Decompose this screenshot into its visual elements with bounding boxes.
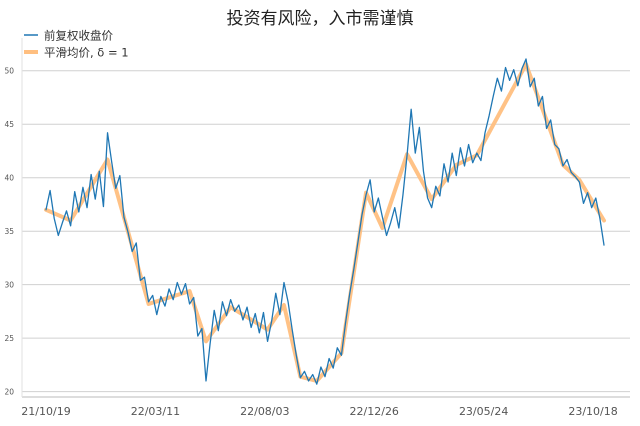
y-tick-label: 40 <box>4 174 14 183</box>
x-tick-label: 22/08/03 <box>240 405 289 418</box>
series-line-close-price <box>45 58 605 385</box>
x-tick-label: 22/12/26 <box>350 405 399 418</box>
y-tick-label: 25 <box>4 334 14 343</box>
x-tick-label: 22/03/11 <box>131 405 180 418</box>
series-layer <box>44 58 606 385</box>
legend: 前复权收盘价 平滑均价, δ = 1 <box>24 29 129 60</box>
y-tick-label: 35 <box>4 227 14 236</box>
legend-label-smoothed: 平滑均价, δ = 1 <box>44 46 129 60</box>
y-tick-label: 30 <box>4 281 14 290</box>
x-tick-label: 21/10/19 <box>21 405 70 418</box>
grid-lines: 20 25 30 35 40 45 50 <box>4 67 630 397</box>
x-tick-label: 23/10/18 <box>568 405 617 418</box>
legend-label-close: 前复权收盘价 <box>44 29 113 43</box>
x-tick-label: 23/05/24 <box>459 405 508 418</box>
axes: 21/10/19 22/03/11 22/08/03 22/12/26 23/05/24… <box>21 38 630 418</box>
y-tick-label: 45 <box>4 120 14 129</box>
series-line-smoothed-price <box>44 62 606 383</box>
y-tick-label: 20 <box>4 388 14 397</box>
y-tick-label: 50 <box>4 67 14 76</box>
chart-title: 投资有风险，入市需谨慎 <box>227 9 414 29</box>
